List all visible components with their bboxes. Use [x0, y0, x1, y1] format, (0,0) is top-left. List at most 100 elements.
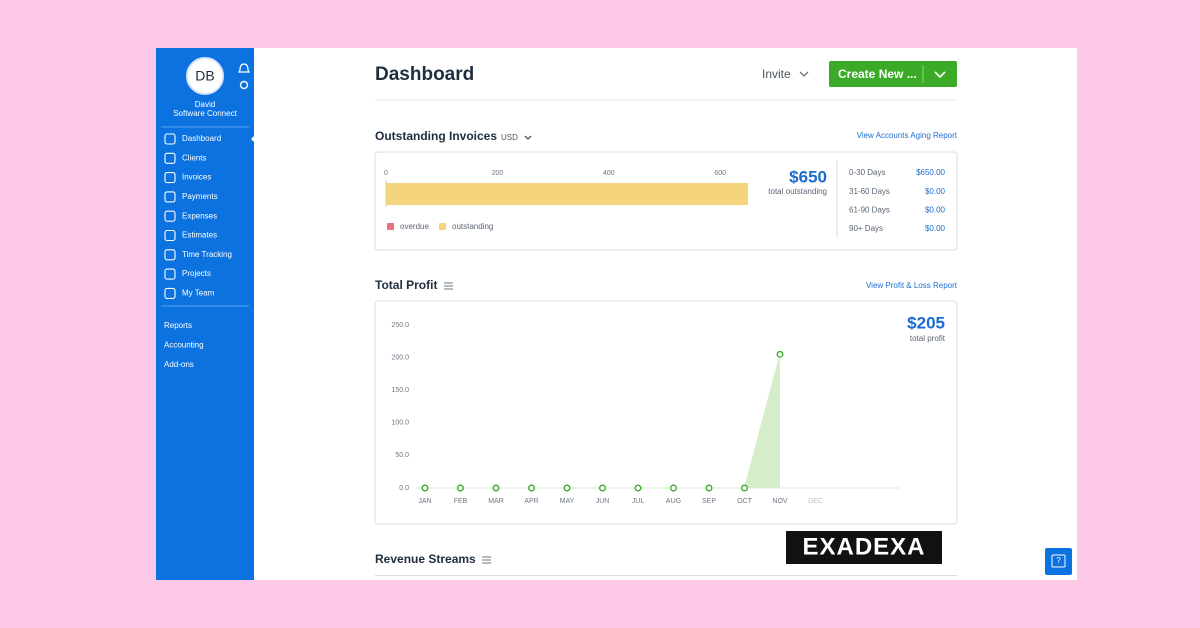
point	[563, 484, 571, 492]
total-caption: total outstanding	[768, 187, 827, 196]
nav-item[interactable]: Dashboard	[182, 134, 221, 143]
nav-item[interactable]: Estimates	[182, 231, 217, 240]
section-title: Outstanding Invoices	[375, 129, 497, 143]
nav-item[interactable]: Expenses	[182, 211, 217, 220]
card	[374, 300, 958, 525]
profit-chart: 0.0 50.0 100.0 150.0 200.0 250.0 JAN FEB MAR APR M…	[391, 322, 900, 505]
create-button[interactable]	[829, 61, 957, 87]
x-tick-label: 600	[714, 170, 726, 177]
legend-swatch	[387, 223, 394, 230]
settings-icon[interactable]	[239, 80, 249, 90]
x-tick-label: MAR	[488, 498, 504, 505]
x-tick-label: 0	[384, 170, 388, 177]
x-tick-label: DEC	[808, 498, 823, 505]
x-tick-label: MAY	[560, 498, 575, 505]
nav-icon	[164, 210, 176, 222]
nav-icon	[164, 287, 176, 299]
company-name: Software Connect	[173, 109, 237, 118]
nav-item[interactable]: Payments	[182, 192, 218, 201]
create-label: Create New ...	[838, 67, 917, 81]
x-tick-label: JUN	[596, 498, 610, 505]
invoice-chart: 0 200 400 600 overdue outstanding	[384, 170, 748, 231]
filter-icon[interactable]	[444, 282, 453, 290]
point	[421, 484, 429, 492]
x-tick-label: NOV	[772, 498, 788, 505]
y-tick-label: 100.0	[391, 420, 409, 427]
nav-item[interactable]: Reports	[164, 321, 192, 330]
user-name: David	[195, 100, 215, 109]
svg-text:?: ?	[1056, 556, 1061, 565]
point	[705, 484, 713, 492]
y-tick-label: 0.0	[399, 485, 409, 492]
nav-item[interactable]: My Team	[182, 289, 215, 298]
nav-item[interactable]: Add-ons	[164, 360, 194, 369]
nav-item[interactable]: Invoices	[182, 173, 211, 182]
nav-icon	[164, 152, 176, 164]
aging-value: $0.00	[925, 206, 946, 215]
legend-label: outstanding	[452, 222, 493, 231]
help-icon	[1051, 554, 1066, 568]
sidebar	[156, 48, 254, 580]
pl-link[interactable]: View Profit & Loss Report	[866, 281, 958, 290]
point	[634, 484, 642, 492]
aging-label: 90+ Days	[849, 224, 883, 233]
nav: Dashboard Clients Invoices Payments Expenses…	[164, 133, 232, 369]
currency-select[interactable]: USD	[501, 133, 518, 142]
x-tick-label: 200	[492, 170, 504, 177]
aging-value: $650.00	[916, 168, 945, 177]
point	[528, 484, 535, 492]
point	[457, 484, 464, 492]
watermark: EXADEXA	[802, 533, 925, 560]
page-title: Dashboard	[375, 64, 474, 85]
nav-item[interactable]: Accounting	[164, 341, 204, 350]
legend-label: overdue	[400, 222, 429, 231]
help-button[interactable]	[1045, 548, 1072, 575]
bell-icon[interactable]	[238, 63, 250, 73]
aging-link[interactable]: View Accounts Aging Report	[857, 131, 958, 140]
x-tick-label: FEB	[454, 498, 468, 505]
bar	[386, 183, 748, 205]
nav-icon	[164, 249, 176, 261]
aging-label: 0-30 Days	[849, 168, 885, 177]
dropdown-chevron[interactable]	[934, 71, 946, 79]
nav-item[interactable]: Time Tracking	[182, 250, 232, 259]
x-tick-label: AUG	[666, 498, 681, 505]
filter-icon[interactable]	[482, 556, 491, 564]
nav-icon	[164, 229, 176, 242]
nav-icon	[164, 268, 176, 280]
aging-label: 61-90 Days	[849, 206, 890, 215]
point	[776, 350, 784, 358]
nav-icon	[164, 191, 176, 203]
active-indicator	[251, 135, 255, 143]
x-tick-label: 400	[603, 170, 615, 177]
aging-value: $0.00	[925, 187, 946, 196]
y-tick-label: 250.0	[391, 322, 409, 329]
x-tick-label: APR	[524, 498, 538, 505]
point	[741, 484, 748, 492]
avatar[interactable]	[186, 57, 224, 95]
nav-item[interactable]: Clients	[182, 153, 206, 162]
x-tick-label: SEP	[702, 498, 716, 505]
y-tick-label: 150.0	[391, 387, 409, 394]
y-tick-label: 50.0	[395, 452, 409, 459]
nav-icon	[164, 172, 176, 184]
x-tick-label: JUL	[632, 498, 645, 505]
y-tick-label: 200.0	[391, 354, 409, 361]
point	[599, 484, 606, 492]
avatar-initials: DB	[195, 68, 214, 84]
watermark-box	[786, 531, 942, 564]
invite-button[interactable]: Invite	[762, 67, 791, 81]
x-tick-label: OCT	[737, 498, 753, 505]
legend-swatch	[439, 223, 446, 230]
aging-value: $0.00	[925, 224, 946, 233]
nav-item[interactable]: Projects	[182, 269, 211, 278]
x-tick-label: JAN	[418, 498, 431, 505]
chevron	[524, 135, 532, 140]
total-caption: total profit	[910, 334, 946, 343]
point	[670, 484, 677, 492]
point	[492, 484, 500, 492]
section-title: Total Profit	[375, 278, 437, 292]
